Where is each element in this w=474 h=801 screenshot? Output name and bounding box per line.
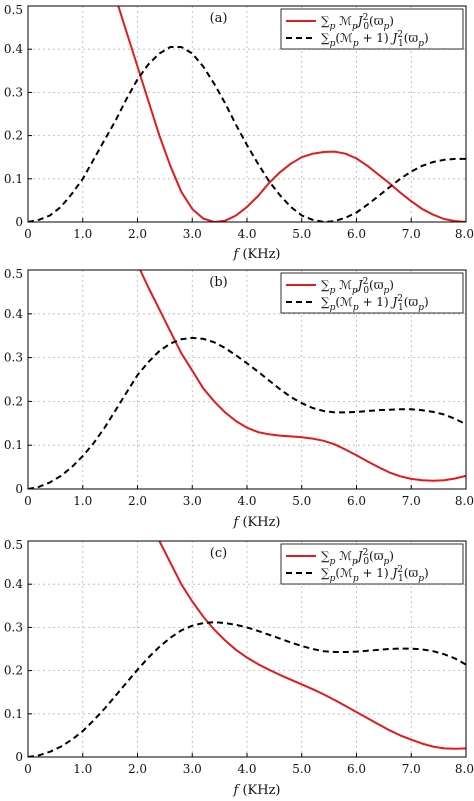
y-tick-label: 0 bbox=[15, 215, 23, 229]
y-tick-label: 0.1 bbox=[4, 172, 23, 186]
legend-box bbox=[280, 543, 464, 585]
panel-label: (a) bbox=[210, 11, 228, 26]
legend-box bbox=[280, 272, 464, 314]
x-tick-label: 2.0 bbox=[128, 762, 147, 776]
x-tick-label: 4.0 bbox=[237, 227, 256, 241]
legend-label: ∑p(ℳp + 1) J2 1(ϖp) bbox=[321, 294, 429, 313]
series-line-mj1 bbox=[28, 46, 466, 222]
y-tick-label: 0.1 bbox=[4, 707, 23, 721]
x-tick-label: 1.0 bbox=[73, 227, 92, 241]
chart-panel-a: 0 1.0 2.0 3.0 4.0 5.0 6.0 7.0 8.0 0 0.1 0.2 0.3 0.4 0.… bbox=[4, 3, 474, 262]
series-line-mj0 bbox=[139, 270, 466, 482]
y-tick-label: 0.2 bbox=[4, 129, 23, 143]
series-line-mj0 bbox=[117, 6, 466, 222]
x-tick-label: 6.0 bbox=[347, 227, 366, 241]
y-tick-label: 0.4 bbox=[4, 307, 23, 321]
legend-label: ∑p(ℳp + 1) J2 1(ϖp) bbox=[321, 565, 429, 584]
x-tick-label: 8.0 bbox=[455, 494, 474, 508]
x-tick-label: 4.0 bbox=[237, 494, 256, 508]
x-tick-label: 3.0 bbox=[183, 762, 202, 776]
y-tick-label: 0.4 bbox=[4, 42, 23, 56]
x-tick-label: 6.0 bbox=[347, 762, 366, 776]
y-tick-label: 0.5 bbox=[4, 3, 23, 17]
x-tick-label: 0 bbox=[24, 762, 32, 776]
legend-label: ∑p(ℳp + 1) J2 1(ϖp) bbox=[321, 30, 429, 49]
legend-label: ∑p ℳpJ2 0(ϖp) bbox=[321, 548, 394, 567]
y-tick-label: 0.3 bbox=[4, 620, 23, 634]
chart-panel-b: 0 1.0 2.0 3.0 4.0 5.0 6.0 7.0 8.0 0 0.1 0.2 0.3 0.4 0.… bbox=[4, 267, 474, 530]
x-tick-label: 2.0 bbox=[128, 227, 147, 241]
x-axis-label: f (KHz) bbox=[233, 783, 281, 798]
legend-label: ∑p ℳpJ2 0(ϖp) bbox=[321, 13, 394, 32]
y-tick-label: 0 bbox=[15, 482, 23, 496]
x-tick-label: 5.0 bbox=[292, 227, 311, 241]
series-line-mj1 bbox=[28, 336, 466, 489]
x-tick-label: 7.0 bbox=[402, 227, 421, 241]
legend-label: ∑p ℳpJ2 0(ϖp) bbox=[321, 277, 394, 296]
legend-box bbox=[280, 8, 464, 50]
y-tick-label: 0.2 bbox=[4, 664, 23, 678]
chart-panel-c: 0 1.0 2.0 3.0 4.0 5.0 6.0 7.0 8.0 0 0.1 0.2 0.3 0.4 0.… bbox=[4, 538, 474, 798]
y-tick-label: 0.4 bbox=[4, 577, 23, 591]
x-tick-label: 3.0 bbox=[183, 227, 202, 241]
x-tick-label: 8.0 bbox=[455, 227, 474, 241]
x-axis-label: f (KHz) bbox=[233, 515, 281, 530]
series-line-mj0 bbox=[158, 541, 466, 750]
x-tick-label: 0 bbox=[24, 227, 32, 241]
legend: ∑p ℳpJ2 0(ϖp)∑p(ℳp + 1) J2 1(ϖp) bbox=[280, 543, 464, 585]
legend: ∑p ℳpJ2 0(ϖp)∑p(ℳp + 1) J2 1(ϖp) bbox=[280, 272, 464, 314]
x-tick-label: 7.0 bbox=[402, 494, 421, 508]
x-tick-label: 3.0 bbox=[183, 494, 202, 508]
x-tick-label: 7.0 bbox=[402, 762, 421, 776]
x-tick-label: 1.0 bbox=[73, 494, 92, 508]
x-tick-label: 1.0 bbox=[73, 762, 92, 776]
x-axis-label: f (KHz) bbox=[233, 247, 281, 262]
x-tick-label: 5.0 bbox=[292, 762, 311, 776]
x-tick-label: 2.0 bbox=[128, 494, 147, 508]
y-tick-label: 0.3 bbox=[4, 85, 23, 99]
x-tick-label: 0 bbox=[24, 494, 32, 508]
y-tick-label: 0.1 bbox=[4, 438, 23, 452]
x-tick-label: 4.0 bbox=[237, 762, 256, 776]
y-tick-label: 0.5 bbox=[4, 538, 23, 552]
x-tick-label: 8.0 bbox=[455, 762, 474, 776]
series-line-mj1 bbox=[28, 621, 466, 757]
x-tick-label: 5.0 bbox=[292, 494, 311, 508]
panel-label: (b) bbox=[209, 275, 227, 290]
y-tick-label: 0.3 bbox=[4, 351, 23, 365]
y-tick-label: 0.2 bbox=[4, 394, 23, 408]
y-tick-label: 0.5 bbox=[4, 267, 23, 281]
panel-label: (c) bbox=[210, 546, 227, 561]
y-tick-label: 0 bbox=[15, 750, 23, 764]
legend: ∑p ℳpJ2 0(ϖp)∑p(ℳp + 1) J2 1(ϖp) bbox=[280, 8, 464, 50]
x-tick-label: 6.0 bbox=[347, 494, 366, 508]
